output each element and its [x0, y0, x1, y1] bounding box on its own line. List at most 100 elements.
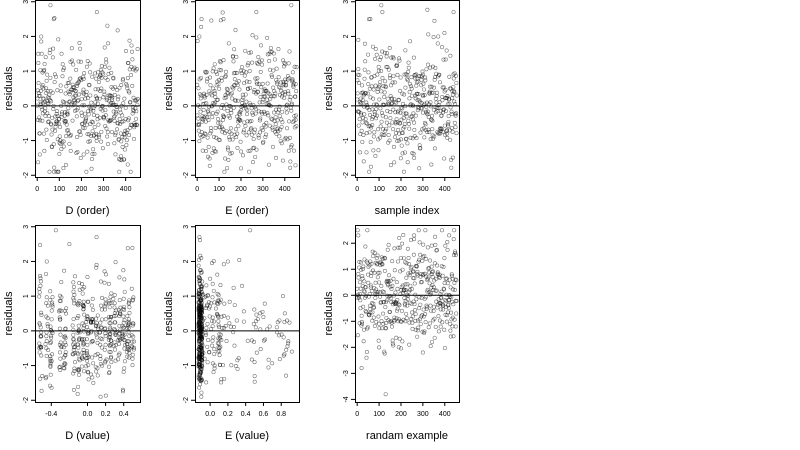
data-point [211, 111, 214, 114]
data-point [357, 38, 360, 41]
data-point [362, 133, 365, 136]
data-point [126, 163, 129, 166]
data-point [391, 127, 394, 130]
data-point [38, 351, 41, 354]
data-point [50, 318, 53, 321]
data-point [242, 310, 245, 313]
data-point [413, 308, 416, 311]
data-point [206, 136, 209, 139]
x-tick-label: 0.4 [241, 411, 251, 418]
data-point [104, 394, 107, 397]
data-point [430, 340, 433, 343]
data-point [238, 258, 241, 261]
data-point [103, 281, 106, 284]
data-point [72, 388, 75, 391]
data-point [207, 145, 210, 148]
data-point [79, 133, 82, 136]
data-point [222, 58, 225, 61]
data-point [72, 290, 75, 293]
data-point [363, 68, 366, 71]
data-point [47, 102, 50, 105]
data-point [254, 326, 257, 329]
data-point [395, 280, 398, 283]
data-point [455, 94, 458, 97]
data-point [417, 260, 420, 263]
data-point [91, 361, 94, 364]
data-point [122, 102, 125, 105]
data-point [253, 374, 256, 377]
data-point [266, 82, 269, 85]
data-point [431, 127, 434, 130]
y-tick-label: -3 [343, 370, 350, 376]
data-point [446, 240, 449, 243]
data-point [109, 295, 112, 298]
data-point [113, 293, 116, 296]
x-tick-label: 400 [279, 186, 291, 193]
data-point [283, 320, 286, 323]
data-point [257, 55, 260, 58]
data-point [295, 65, 298, 68]
data-point [253, 308, 256, 311]
data-point [397, 302, 400, 305]
data-point [265, 36, 268, 39]
data-point [393, 81, 396, 84]
data-point [65, 123, 68, 126]
data-point [49, 373, 52, 376]
data-point [428, 322, 431, 325]
data-point [291, 71, 294, 74]
data-point [284, 348, 287, 351]
data-point [285, 111, 288, 114]
data-point [365, 356, 368, 359]
data-point [453, 121, 456, 124]
data-point [200, 391, 203, 394]
data-point [85, 170, 88, 173]
data-point [78, 41, 81, 44]
data-point [393, 247, 396, 250]
data-point [58, 351, 61, 354]
data-point [388, 124, 391, 127]
data-point [64, 163, 67, 166]
data-point [234, 28, 237, 31]
data-point [412, 156, 415, 159]
data-point [240, 284, 243, 287]
data-point [227, 42, 230, 45]
data-point [395, 309, 398, 312]
data-point [48, 170, 51, 173]
y-tick-label: 1 [23, 294, 30, 298]
y-tick-label: 3 [23, 0, 30, 4]
data-point [377, 346, 380, 349]
data-point [222, 263, 225, 266]
data-point [225, 339, 228, 342]
data-point [90, 75, 93, 78]
data-point [356, 334, 359, 337]
data-point [120, 140, 123, 143]
y-tick-label: -1 [23, 137, 30, 143]
data-point [50, 353, 53, 356]
data-point [83, 112, 86, 115]
data-point [205, 326, 208, 329]
data-point [360, 314, 363, 317]
data-point [261, 82, 264, 85]
data-point [370, 117, 373, 120]
data-point [236, 367, 239, 370]
points-group [355, 229, 458, 396]
data-point [454, 325, 457, 328]
data-point [61, 63, 64, 66]
data-point [226, 88, 229, 91]
data-point [126, 314, 129, 317]
data-point [86, 150, 89, 153]
data-point [273, 58, 276, 61]
data-point [107, 365, 110, 368]
data-point [128, 334, 131, 337]
data-point [363, 42, 366, 45]
data-point [228, 322, 231, 325]
data-point [209, 84, 212, 87]
data-point [442, 328, 445, 331]
data-point [434, 325, 437, 328]
data-point [424, 257, 427, 260]
data-point [414, 114, 417, 117]
data-point [284, 374, 287, 377]
data-point [430, 163, 433, 166]
data-point [449, 329, 452, 332]
data-point [209, 302, 212, 305]
